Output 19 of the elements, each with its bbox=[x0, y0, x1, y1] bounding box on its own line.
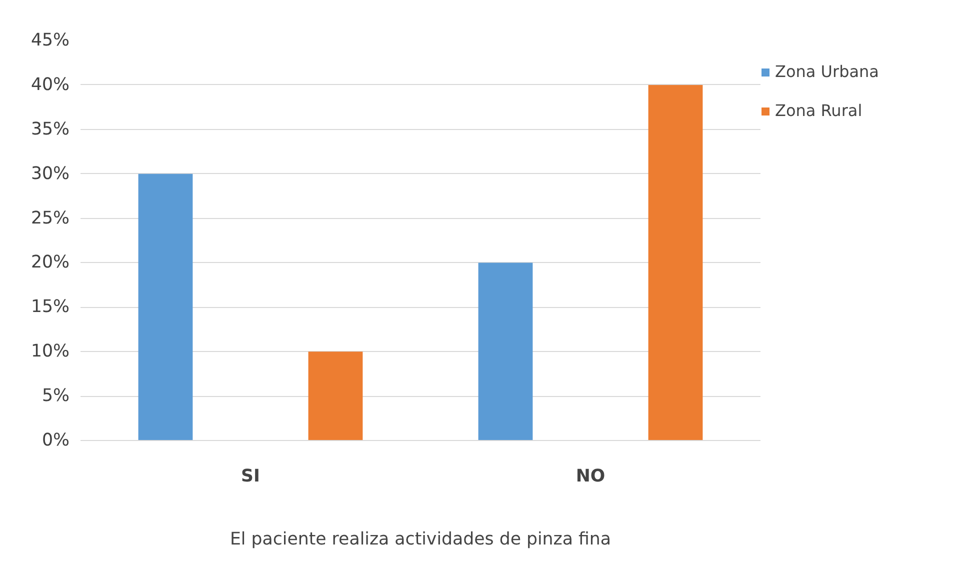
bar bbox=[308, 352, 363, 440]
y-tick-label: 15% bbox=[30, 297, 70, 318]
legend-label: Zona Urbana bbox=[775, 62, 879, 81]
y-tick-label: 40% bbox=[30, 74, 70, 95]
x-tick-label: NO bbox=[576, 466, 606, 486]
y-tick-label: 0% bbox=[42, 430, 70, 450]
y-tick-label: 30% bbox=[30, 164, 70, 184]
y-tick-label: 45% bbox=[30, 30, 70, 50]
y-tick-label: 10% bbox=[30, 342, 70, 362]
x-axis-title: El paciente realiza actividades de pinza fina bbox=[230, 530, 612, 550]
y-tick-label: 35% bbox=[30, 119, 70, 140]
y-tick-label: 20% bbox=[30, 252, 70, 273]
x-tick-label: SI bbox=[241, 466, 260, 486]
legend-label: Zona Rural bbox=[775, 101, 862, 120]
bar bbox=[138, 174, 193, 440]
y-tick-label: 5% bbox=[42, 386, 70, 406]
y-tick-label: 25% bbox=[30, 208, 70, 228]
bar bbox=[478, 262, 533, 440]
bar bbox=[648, 84, 703, 440]
